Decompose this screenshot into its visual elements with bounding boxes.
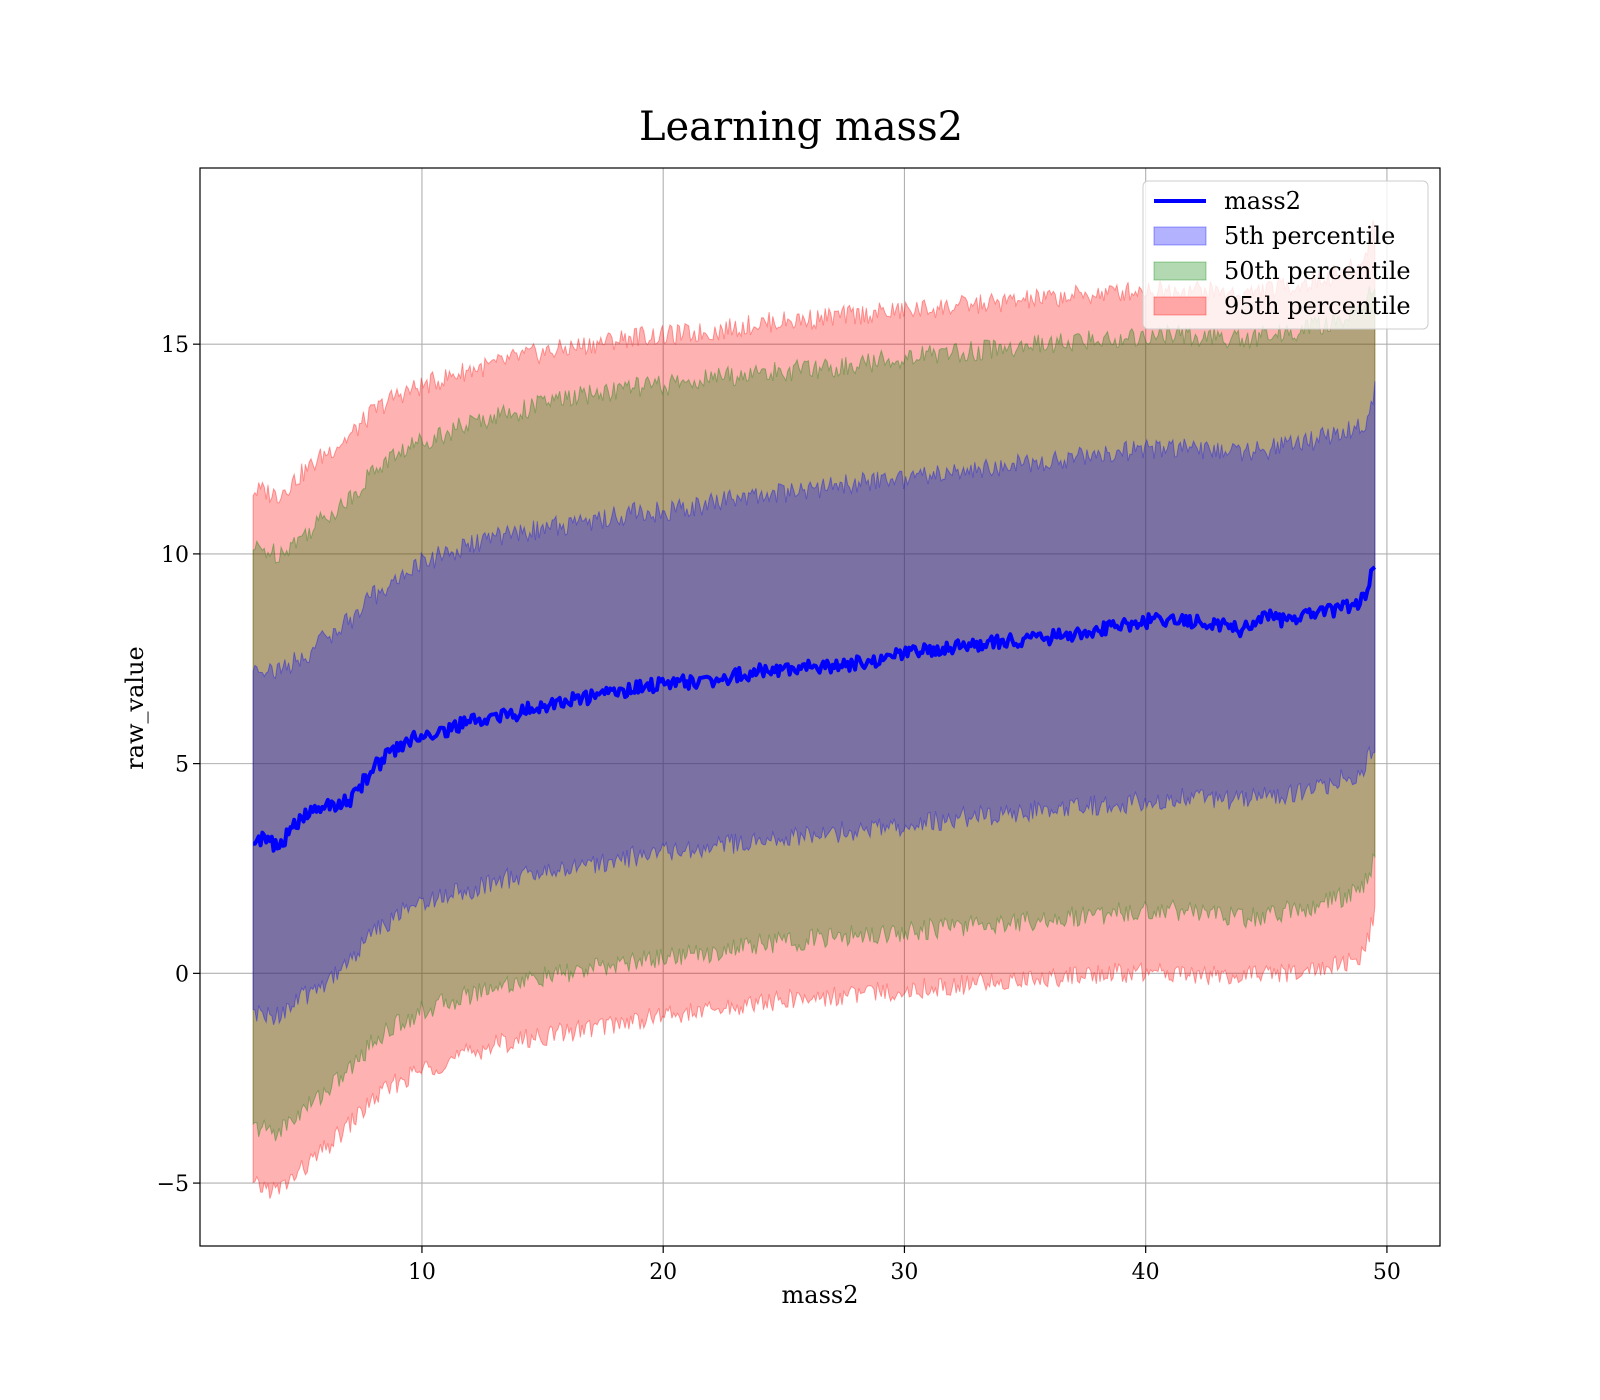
axes-frame [199, 167, 1441, 1247]
band-95th-percentile [252, 219, 1376, 1199]
percentile-bands [252, 219, 1376, 1199]
x-axis-label: mass2 [782, 1281, 859, 1309]
x-tick-label: 40 [1132, 1260, 1160, 1285]
legend-label-95th-percentile: 95th percentile [1224, 292, 1411, 320]
legend-box [1142, 180, 1429, 330]
x-tick-label: 10 [408, 1260, 436, 1285]
x-axis-ticks: 10 20 30 40 50 [408, 1246, 1401, 1285]
y-tick-label: 5 [175, 753, 189, 778]
y-tick-label: −5 [157, 1172, 189, 1197]
legend-items: mass2 5th percentile 50th percentile 95th p… [1153, 187, 1411, 320]
x-tick-label: 30 [890, 1260, 918, 1285]
y-tick-label: 15 [161, 333, 189, 358]
legend: mass2 5th percentile 50th percentile 95th p… [1142, 180, 1429, 330]
legend-label-5th-percentile: 5th percentile [1224, 222, 1395, 250]
legend-swatch-5th-percentile [1153, 226, 1207, 246]
x-tick-label: 20 [649, 1260, 677, 1285]
grid [200, 168, 1440, 1246]
y-axis-label: raw_value [121, 646, 149, 770]
chart-title: Learning mass2 [639, 104, 963, 150]
legend-swatch-50th-percentile [1153, 261, 1207, 281]
band-5th-percentile [252, 381, 1376, 1026]
x-tick-label: 50 [1373, 1260, 1401, 1285]
band-50th-percentile [252, 286, 1376, 1142]
legend-label-50th-percentile: 50th percentile [1224, 257, 1411, 285]
series-lines [252, 565, 1377, 853]
y-tick-label: 10 [161, 543, 189, 568]
series-line-mass2 [252, 565, 1377, 853]
y-tick-label: 0 [175, 962, 189, 987]
plot-area: 10 20 30 40 50 −5 0 5 10 15 [157, 167, 1441, 1285]
legend-swatch-95th-percentile [1153, 296, 1207, 316]
legend-label-mass2: mass2 [1224, 187, 1301, 215]
axes-background [200, 168, 1440, 1246]
y-axis-ticks: −5 0 5 10 15 [157, 333, 200, 1197]
